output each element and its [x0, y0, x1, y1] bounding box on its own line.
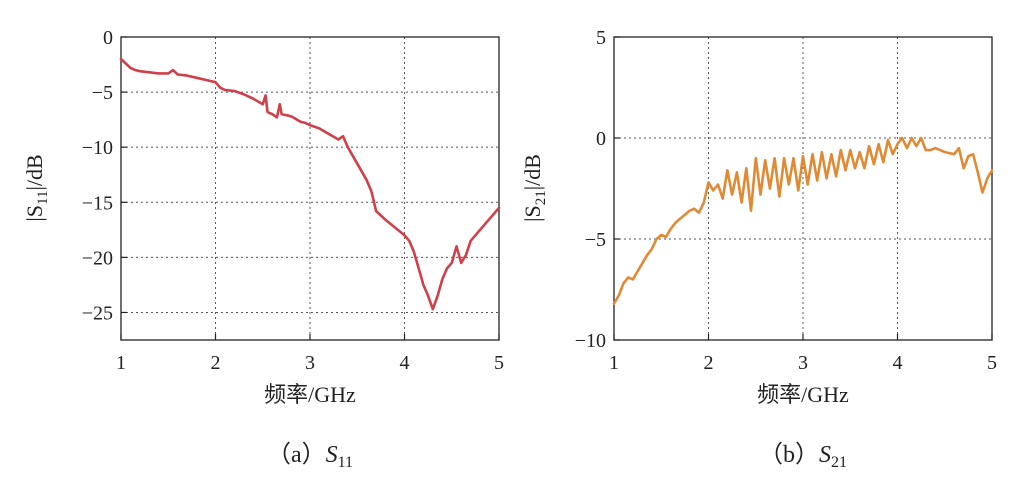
y-axis-label: |S21|/dB [520, 154, 549, 222]
x-tick-label: 5 [494, 352, 504, 374]
caption-a: （a）S11 [267, 442, 353, 471]
y-tick-label: −15 [82, 192, 113, 214]
y-tick-label: −10 [575, 330, 606, 352]
series-line-S21 [612, 136, 994, 305]
x-axis-label: 频率/GHz [757, 382, 849, 407]
x-tick-label: 4 [400, 352, 410, 374]
x-tick-label: 1 [116, 352, 126, 374]
x-tick-label: 3 [305, 352, 315, 374]
x-axis-label: 频率/GHz [264, 382, 356, 407]
y-tick-label: −20 [82, 247, 113, 269]
y-tick-label: 0 [103, 27, 113, 49]
x-tick-label: 1 [609, 352, 619, 374]
y-tick-label: −5 [92, 82, 113, 104]
caption-b: （b）S21 [759, 442, 847, 471]
x-tick-label: 2 [704, 352, 714, 374]
y-tick-label: −10 [82, 137, 113, 159]
y-tick-label: 0 [596, 128, 606, 150]
series-line-S11 [119, 57, 501, 311]
y-axis-label: |S11|/dB [22, 154, 51, 221]
chart-b: 1 2 3 4 5 5 0 −5 −10 频率/GHz |S21|/dB （b）S21 [520, 27, 997, 471]
y-tick-label: −25 [82, 302, 113, 324]
x-tick-label: 2 [211, 352, 221, 374]
x-tick-label: 4 [893, 352, 903, 374]
x-tick-label: 3 [798, 352, 808, 374]
y-tick-label: 5 [596, 27, 606, 49]
y-tick-label: −5 [585, 229, 606, 251]
chart-a: 1 2 3 4 5 0 −5 −10 −15 −20 −25 频率/GHz |S11|/dB （a）S11 [22, 27, 504, 471]
x-tick-label: 5 [987, 352, 997, 374]
